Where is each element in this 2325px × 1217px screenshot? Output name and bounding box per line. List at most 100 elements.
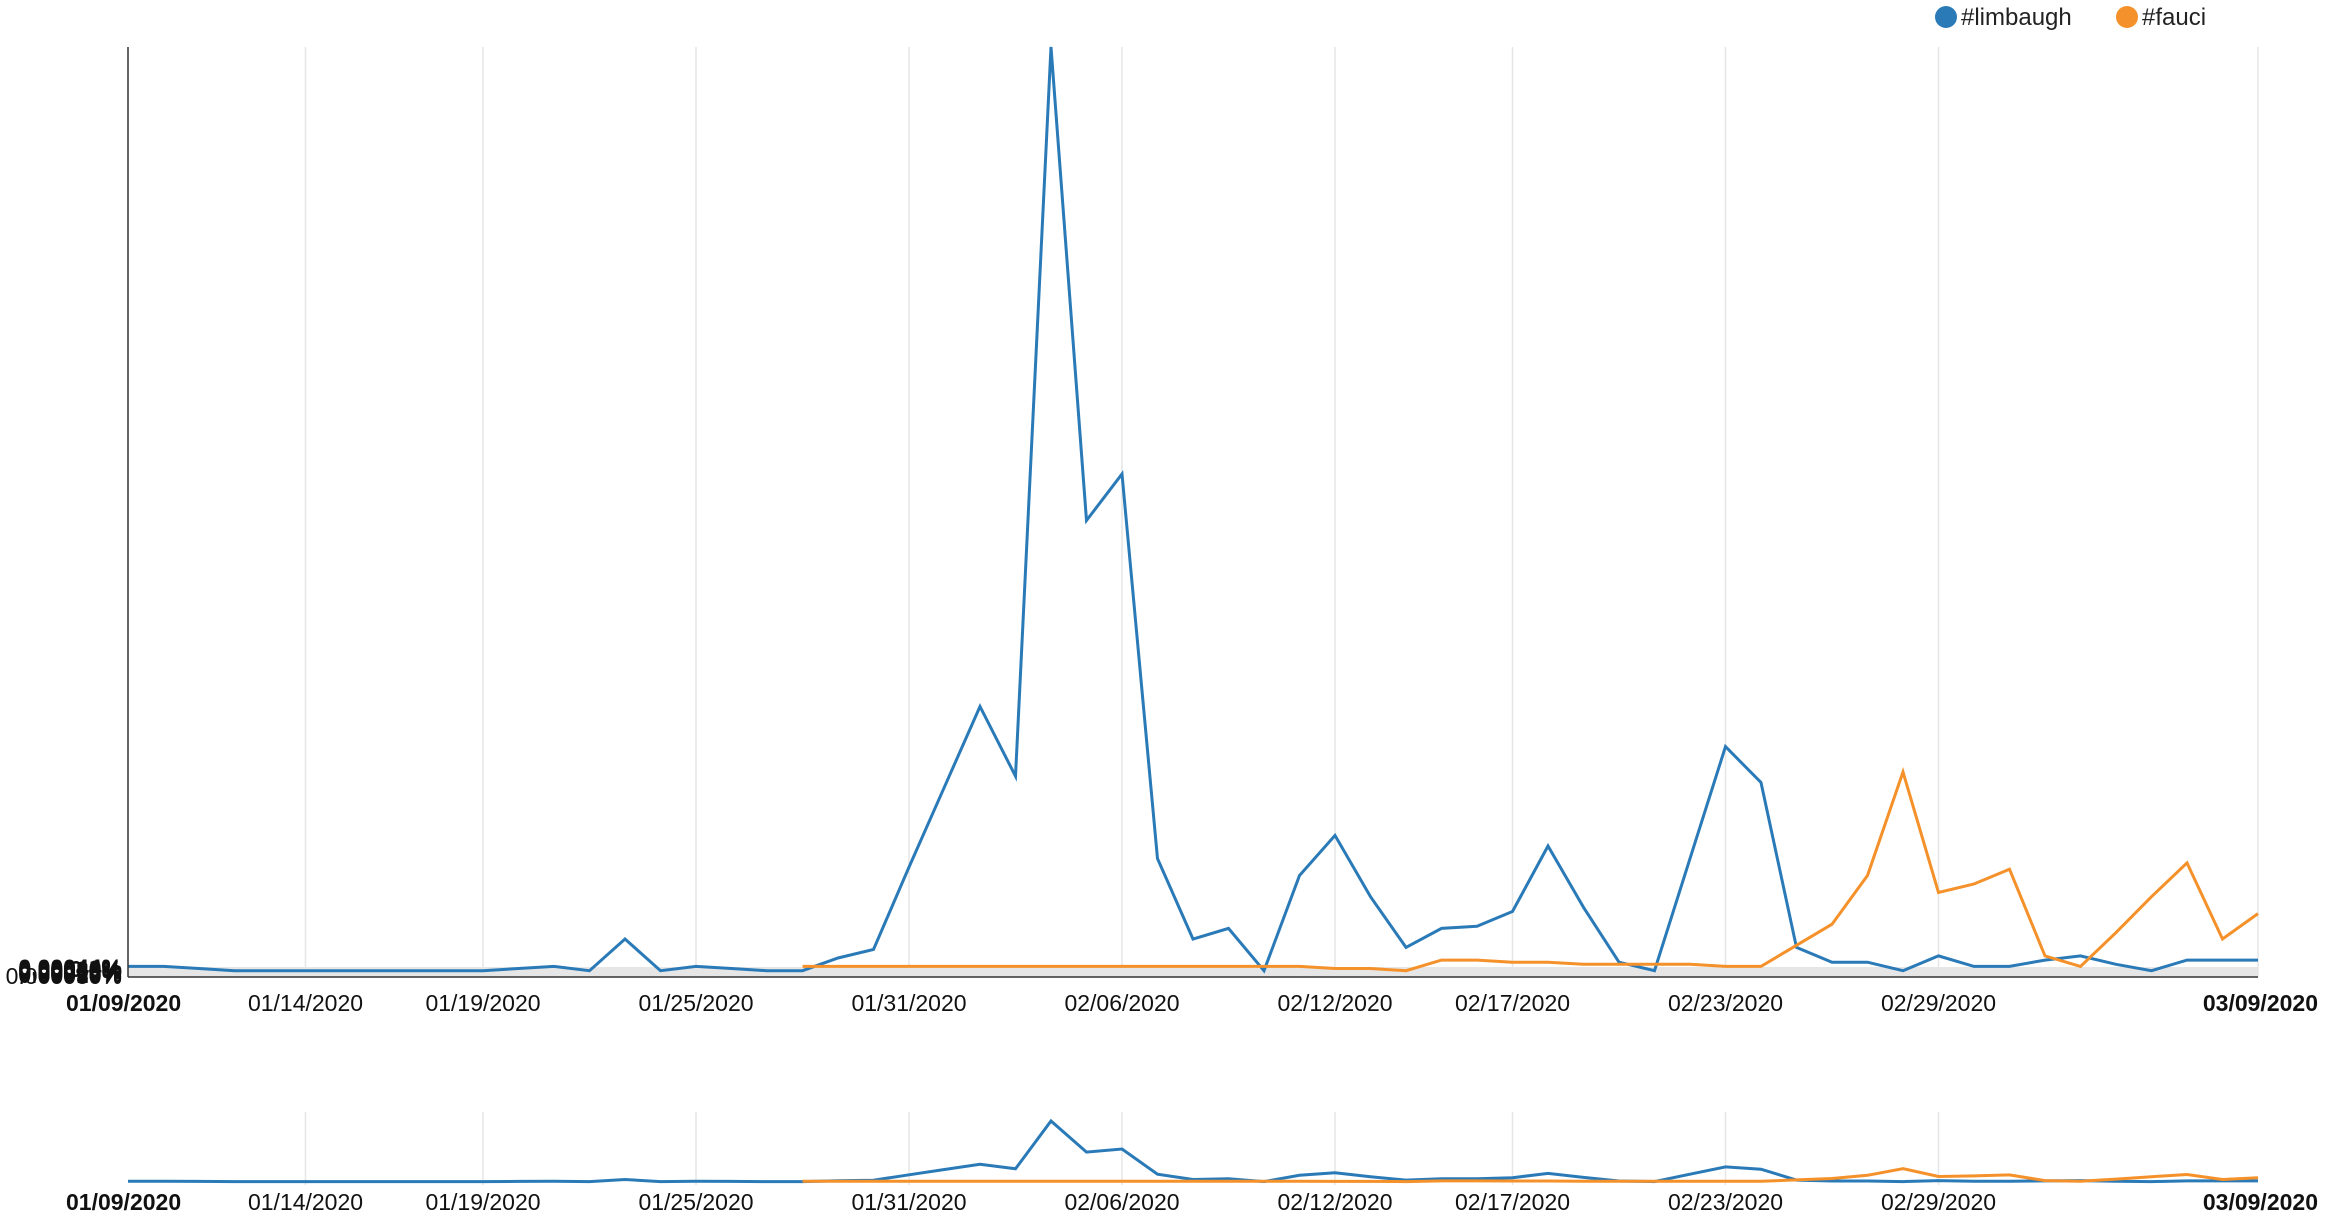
data-point-limbaugh[interactable]: [1510, 909, 1516, 915]
data-point-fauci[interactable]: [800, 963, 806, 969]
data-point-fauci[interactable]: [1581, 961, 1587, 967]
data-point-fauci[interactable]: [1013, 963, 1019, 969]
data-point-fauci[interactable]: [1439, 957, 1445, 963]
data-point-fauci[interactable]: [906, 963, 912, 969]
data-point-limbaugh[interactable]: [1829, 959, 1835, 965]
data-point-fauci[interactable]: [977, 963, 983, 969]
data-point-limbaugh[interactable]: [1013, 773, 1019, 779]
data-point-limbaugh[interactable]: [1048, 44, 1054, 50]
data-point-limbaugh[interactable]: [906, 864, 912, 870]
data-point-fauci[interactable]: [2255, 911, 2261, 917]
data-point-limbaugh[interactable]: [764, 968, 770, 974]
data-point-limbaugh[interactable]: [693, 963, 699, 969]
data-point-fauci[interactable]: [1403, 968, 1409, 974]
data-point-fauci[interactable]: [2149, 894, 2155, 900]
data-point-limbaugh[interactable]: [2078, 953, 2084, 959]
data-point-limbaugh[interactable]: [1474, 923, 1480, 929]
data-point-limbaugh[interactable]: [1119, 471, 1125, 477]
data-point-limbaugh[interactable]: [1368, 894, 1374, 900]
data-point-fauci[interactable]: [2220, 936, 2226, 942]
data-point-limbaugh[interactable]: [1652, 968, 1658, 974]
data-point-limbaugh[interactable]: [1900, 968, 1906, 974]
data-point-limbaugh[interactable]: [303, 968, 309, 974]
data-point-fauci[interactable]: [1758, 963, 1764, 969]
data-point-limbaugh[interactable]: [2113, 961, 2119, 967]
data-point-fauci[interactable]: [1261, 963, 1267, 969]
data-point-limbaugh[interactable]: [445, 968, 451, 974]
data-point-fauci[interactable]: [2184, 860, 2190, 866]
data-point-limbaugh[interactable]: [729, 966, 735, 972]
legend-item-limbaugh[interactable]: #limbaugh: [1935, 4, 2072, 31]
data-point-limbaugh[interactable]: [480, 968, 486, 974]
data-point-limbaugh[interactable]: [2184, 957, 2190, 963]
data-point-fauci[interactable]: [835, 963, 841, 969]
data-point-fauci[interactable]: [1936, 890, 1942, 896]
data-point-fauci[interactable]: [2113, 930, 2119, 936]
data-point-fauci[interactable]: [1474, 957, 1480, 963]
data-point-fauci[interactable]: [1865, 873, 1871, 879]
data-point-fauci[interactable]: [1190, 963, 1196, 969]
data-point-limbaugh[interactable]: [1297, 873, 1303, 879]
data-point-limbaugh[interactable]: [1439, 925, 1445, 931]
data-point-fauci[interactable]: [1510, 959, 1516, 965]
data-point-limbaugh[interactable]: [1723, 744, 1729, 750]
data-point-limbaugh[interactable]: [409, 968, 415, 974]
data-point-limbaugh[interactable]: [1190, 936, 1196, 942]
data-point-limbaugh[interactable]: [374, 968, 380, 974]
data-point-limbaugh[interactable]: [587, 968, 593, 974]
data-point-limbaugh[interactable]: [1971, 963, 1977, 969]
data-point-limbaugh[interactable]: [942, 784, 948, 790]
data-point-fauci[interactable]: [1652, 961, 1658, 967]
data-point-limbaugh[interactable]: [658, 968, 664, 974]
data-point-limbaugh[interactable]: [516, 966, 522, 972]
data-point-fauci[interactable]: [1332, 966, 1338, 972]
data-point-limbaugh[interactable]: [871, 947, 877, 953]
data-point-limbaugh[interactable]: [1084, 518, 1090, 524]
legend-item-fauci[interactable]: #fauci: [2116, 4, 2206, 31]
data-point-limbaugh[interactable]: [622, 936, 628, 942]
data-point-limbaugh[interactable]: [196, 966, 202, 972]
series-line-fauci[interactable]: [803, 772, 2259, 971]
data-point-fauci[interactable]: [1616, 961, 1622, 967]
data-point-limbaugh[interactable]: [2149, 968, 2155, 974]
data-point-fauci[interactable]: [1900, 769, 1906, 775]
data-point-limbaugh[interactable]: [338, 968, 344, 974]
data-point-fauci[interactable]: [1829, 921, 1835, 927]
data-point-limbaugh[interactable]: [1936, 953, 1942, 959]
data-point-fauci[interactable]: [1687, 961, 1693, 967]
data-point-limbaugh[interactable]: [1865, 959, 1871, 965]
data-point-fauci[interactable]: [1119, 963, 1125, 969]
data-point-fauci[interactable]: [1368, 966, 1374, 972]
data-point-limbaugh[interactable]: [1226, 925, 1232, 931]
data-point-limbaugh[interactable]: [1403, 944, 1409, 950]
data-point-limbaugh[interactable]: [1687, 856, 1693, 862]
data-point-fauci[interactable]: [2007, 866, 2013, 872]
data-point-limbaugh[interactable]: [232, 968, 238, 974]
data-point-fauci[interactable]: [1155, 963, 1161, 969]
data-point-limbaugh[interactable]: [161, 963, 167, 969]
data-point-limbaugh[interactable]: [835, 955, 841, 961]
data-point-limbaugh[interactable]: [2220, 957, 2226, 963]
data-point-fauci[interactable]: [2078, 963, 2084, 969]
data-point-fauci[interactable]: [1084, 963, 1090, 969]
data-point-fauci[interactable]: [1723, 963, 1729, 969]
data-point-fauci[interactable]: [1545, 959, 1551, 965]
data-point-fauci[interactable]: [871, 963, 877, 969]
data-point-fauci[interactable]: [1048, 963, 1054, 969]
data-point-limbaugh[interactable]: [2255, 957, 2261, 963]
data-point-limbaugh[interactable]: [1581, 904, 1587, 910]
data-point-limbaugh[interactable]: [551, 963, 557, 969]
data-point-fauci[interactable]: [1794, 942, 1800, 948]
data-point-fauci[interactable]: [1297, 963, 1303, 969]
legend[interactable]: #limbaugh #fauci: [1935, 4, 2206, 31]
data-point-limbaugh[interactable]: [267, 968, 273, 974]
data-point-fauci[interactable]: [942, 963, 948, 969]
data-point-limbaugh[interactable]: [1332, 832, 1338, 838]
data-point-fauci[interactable]: [2042, 953, 2048, 959]
data-point-limbaugh[interactable]: [977, 704, 983, 710]
data-point-limbaugh[interactable]: [1155, 856, 1161, 862]
data-point-limbaugh[interactable]: [1545, 843, 1551, 849]
data-point-limbaugh[interactable]: [1758, 780, 1764, 786]
data-point-fauci[interactable]: [1971, 881, 1977, 887]
data-point-limbaugh[interactable]: [2007, 963, 2013, 969]
